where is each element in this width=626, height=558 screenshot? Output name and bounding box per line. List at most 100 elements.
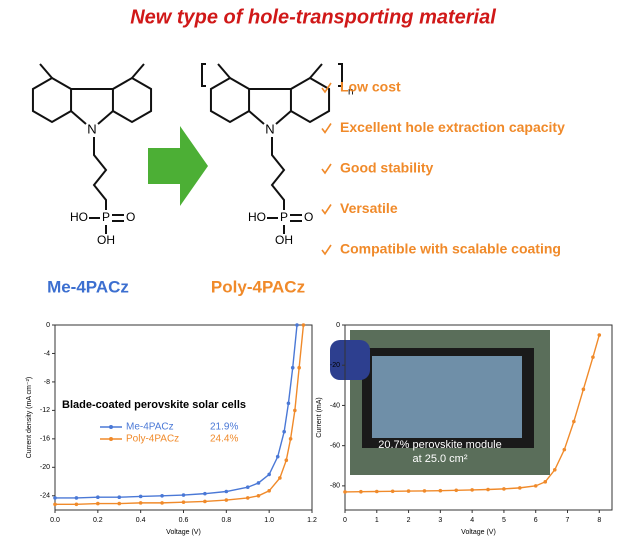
atom: N (265, 121, 274, 136)
y-tick-label: -8 (44, 379, 50, 386)
x-tick-label: 0.6 (179, 517, 189, 524)
methyl (39, 63, 53, 79)
bracket (201, 63, 343, 87)
check (321, 244, 332, 256)
title: New type of hole-transporting material (130, 6, 496, 28)
annotation: 20.7% perovskite module at 25.0 cm² (378, 439, 502, 465)
point (160, 501, 164, 505)
point (224, 498, 229, 502)
point (454, 488, 459, 493)
feature: Excellent hole extraction capacity (340, 119, 565, 135)
plot-frame (54, 324, 313, 511)
ring (248, 110, 265, 125)
legend-label: Me-4PACz (126, 422, 174, 433)
check (321, 163, 332, 175)
x-tick-label: 0 (343, 517, 347, 524)
point (53, 496, 57, 500)
point (138, 494, 143, 499)
molecule-name: Me-4PACz (47, 277, 129, 296)
point (74, 502, 79, 507)
legend-value: 21.9% (210, 422, 238, 433)
point (267, 472, 271, 477)
point (256, 481, 261, 485)
y-tick-label: -60 (330, 442, 340, 449)
ring (70, 110, 87, 125)
x-tick-label: 0.4 (136, 517, 146, 524)
arrow (148, 126, 208, 206)
x-axis-label: Voltage (V) (461, 529, 496, 536)
x-tick-label: 7 (566, 517, 570, 524)
x-tick-label: 4 (470, 517, 474, 524)
point (74, 496, 79, 500)
y-tick-label: 0 (46, 322, 50, 329)
point (562, 447, 567, 452)
point (301, 323, 306, 327)
atom: O (126, 210, 135, 224)
ring (289, 76, 331, 124)
x-axis-label: Voltage (V) (166, 529, 201, 536)
feature: Compatible with scalable coating (340, 241, 561, 257)
check (321, 82, 332, 94)
y-tick-label: -40 (330, 402, 340, 409)
molecule-name: Poly-4PACz (211, 277, 305, 296)
repeat: n (348, 87, 354, 98)
point (275, 454, 280, 459)
atom: P (280, 210, 288, 224)
legend-value: 24.4% (210, 434, 238, 445)
x-tick-label: 6 (534, 517, 538, 524)
point (203, 499, 207, 504)
ring (31, 76, 73, 124)
point (245, 485, 250, 490)
legend-marker (109, 437, 113, 441)
x-tick-label: 0.8 (221, 517, 231, 524)
line (55, 324, 298, 499)
annotation-line: 20.7% perovskite module (378, 439, 502, 451)
line (55, 324, 305, 506)
bond-out (217, 63, 231, 79)
point (591, 355, 595, 359)
point (53, 502, 57, 507)
atom: N (87, 121, 96, 136)
point (422, 489, 427, 493)
point (284, 458, 289, 462)
legend-marker (109, 425, 113, 429)
point (245, 496, 250, 500)
point (486, 487, 490, 492)
point (256, 493, 261, 498)
x-tick-label: 1 (375, 517, 379, 524)
point (297, 365, 301, 370)
feature: Good stability (340, 160, 434, 176)
point (374, 489, 379, 494)
check (321, 123, 332, 134)
line (344, 334, 600, 493)
point (470, 488, 474, 492)
point (533, 484, 538, 488)
point (267, 488, 271, 493)
plot-frame (344, 324, 613, 511)
check (321, 204, 332, 215)
point (181, 493, 186, 497)
bond-out (309, 63, 323, 79)
y-tick-label: -16 (40, 436, 50, 443)
point (572, 419, 576, 424)
ring (97, 110, 114, 125)
point (438, 488, 443, 493)
point (282, 429, 286, 434)
point (293, 408, 297, 413)
x-tick-label: 5 (502, 517, 506, 524)
y-tick-label: 0 (336, 322, 340, 329)
ring (209, 76, 251, 124)
y-tick-label: -12 (40, 407, 50, 414)
x-tick-label: 0.0 (50, 517, 60, 524)
atom: OH (97, 233, 115, 247)
atom: O (304, 210, 313, 224)
y-tick-label: -80 (330, 483, 340, 490)
feature: Versatile (340, 200, 398, 216)
y-tick-label: -20 (330, 362, 340, 369)
atom: HO (70, 210, 88, 224)
y-tick-label: -20 (40, 464, 50, 471)
y-axis-label: Current (mA) (316, 397, 323, 437)
point (181, 500, 186, 504)
annotation: Blade-coated perovskite solar cells (62, 399, 246, 411)
